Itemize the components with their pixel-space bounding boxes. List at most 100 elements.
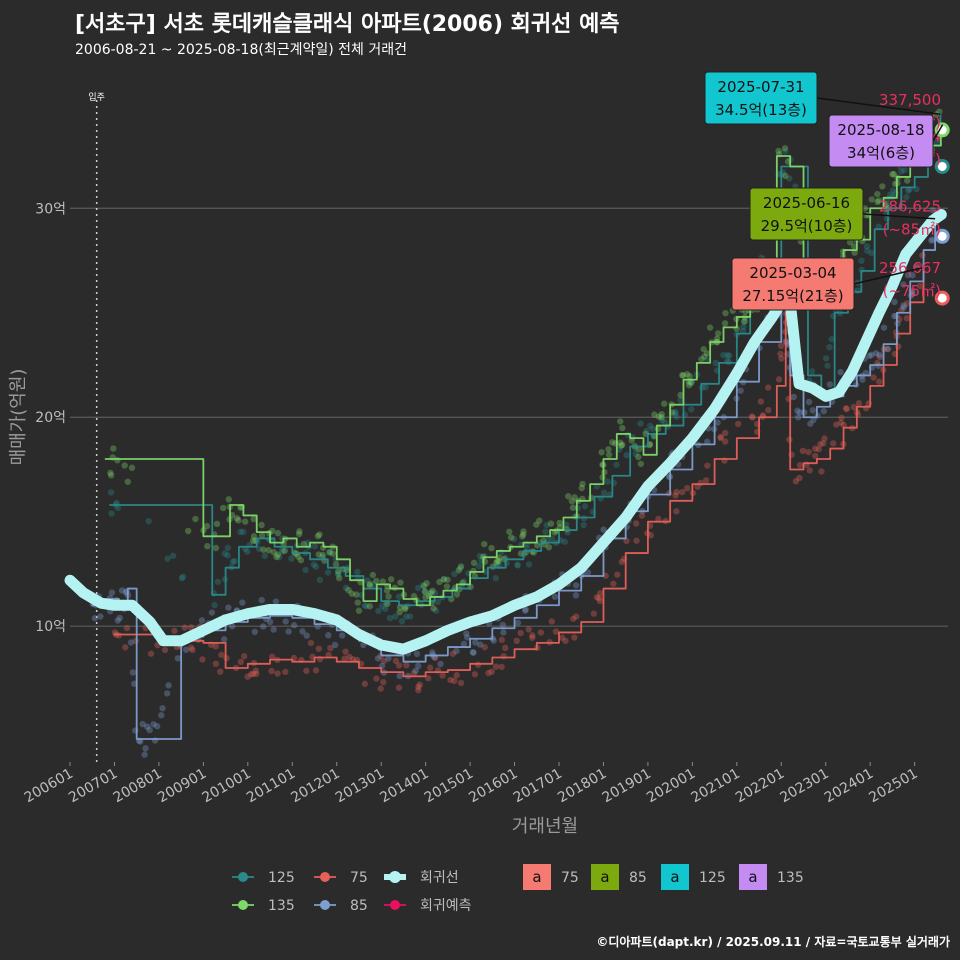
scatter-point <box>302 566 309 574</box>
scatter-point <box>310 561 318 568</box>
scatter-point <box>282 668 289 676</box>
scatter-point <box>108 589 116 596</box>
scatter-point <box>421 588 428 595</box>
scatter-point <box>637 460 645 468</box>
scatter-point <box>440 575 448 583</box>
scatter-point <box>671 410 679 417</box>
scatter-point <box>876 353 884 361</box>
scatter-point <box>429 587 436 594</box>
scatter-point <box>510 535 518 543</box>
scatter-point <box>932 138 940 145</box>
scatter-point <box>382 605 389 613</box>
scatter-point <box>818 468 825 475</box>
scatter-point <box>811 445 819 452</box>
scatter-point <box>114 504 122 512</box>
x-tick-label: 200801 <box>111 766 165 807</box>
scatter-point <box>765 406 772 414</box>
scatter-point <box>342 648 349 655</box>
scatter-point <box>146 726 153 734</box>
scatter-point <box>572 613 580 620</box>
scatter-point <box>547 520 555 527</box>
scatter-point <box>702 383 709 391</box>
scatter-point <box>354 599 361 606</box>
scatter-point <box>887 191 894 199</box>
scatter-point <box>415 662 422 670</box>
scatter-point <box>361 602 369 609</box>
legend-box-label: 125 <box>699 870 726 886</box>
scatter-point <box>392 613 399 620</box>
scatter-point <box>475 562 483 570</box>
scatter-point <box>179 573 187 580</box>
scatter-point <box>581 503 589 510</box>
scatter-point <box>604 478 611 485</box>
scatter-point <box>929 206 937 214</box>
scatter-point <box>221 550 228 557</box>
scatter-point <box>672 408 679 415</box>
scatter-point <box>683 371 691 378</box>
scatter-point <box>150 721 157 728</box>
scatter-point <box>872 350 880 357</box>
scatter-point <box>782 172 789 180</box>
y-tick-label: 10억 <box>35 619 66 635</box>
scatter-point <box>830 440 837 447</box>
scatter-point <box>777 342 785 350</box>
annotation-date: 2025-08-18 <box>837 121 924 139</box>
scatter-point <box>846 239 854 246</box>
scatter-point <box>288 555 295 562</box>
annotation-box <box>828 114 934 168</box>
scatter-point <box>434 598 442 606</box>
scatter-point <box>866 352 873 360</box>
scatter-point <box>701 353 708 360</box>
scatter-point <box>379 578 387 585</box>
scatter-point <box>129 669 137 676</box>
scatter-point <box>387 576 395 583</box>
annotation-box <box>749 187 864 241</box>
scatter-point <box>826 381 834 388</box>
scatter-point <box>570 615 577 622</box>
prediction-dot-135 <box>934 122 950 138</box>
scatter-point <box>386 614 394 622</box>
scatter-point <box>188 644 195 651</box>
scatter-point <box>493 559 500 566</box>
scatter-point <box>721 438 729 445</box>
x-tick-label: 201001 <box>200 766 254 807</box>
scatter-point <box>556 519 563 527</box>
scatter-point <box>165 682 172 689</box>
scatter-point <box>874 190 881 198</box>
scatter-point <box>890 170 898 178</box>
scatter-point <box>520 528 527 535</box>
scatter-point <box>647 532 654 539</box>
scatter-point <box>416 681 423 688</box>
legend-box-swatch <box>661 864 689 890</box>
scatter-point <box>879 183 886 190</box>
scatter-point <box>453 672 460 679</box>
scatter-point <box>863 243 871 250</box>
scatter-point <box>571 494 578 501</box>
scatter-point <box>233 515 241 522</box>
scatter-point <box>661 419 669 426</box>
x-tick-label: 200601 <box>22 766 76 807</box>
scatter-point <box>255 545 263 552</box>
scatter-point <box>610 580 617 587</box>
series-line-125 <box>109 113 942 607</box>
legend-box-label: 85 <box>629 870 647 886</box>
scatter-point <box>363 602 370 610</box>
scatter-point <box>279 546 286 553</box>
scatter-point <box>395 662 403 669</box>
scatter-point <box>514 562 521 569</box>
scatter-point <box>414 584 422 592</box>
scatter-point <box>519 533 526 540</box>
scatter-point <box>905 187 912 194</box>
scatter-point <box>410 669 418 677</box>
chart-title: [서초구] 서초 롯데캐슬클래식 아파트(2006) 회귀선 예측 <box>75 12 620 37</box>
scatter-point <box>558 634 566 641</box>
scatter-point <box>820 440 827 447</box>
annotation-box <box>731 257 855 311</box>
scatter-point <box>258 531 266 539</box>
scatter-point <box>898 168 905 175</box>
scatter-point <box>651 411 658 418</box>
legend-line-label: 125 <box>268 870 295 886</box>
scatter-point <box>824 362 831 369</box>
scatter-point <box>500 629 507 636</box>
scatter-point <box>250 533 258 540</box>
